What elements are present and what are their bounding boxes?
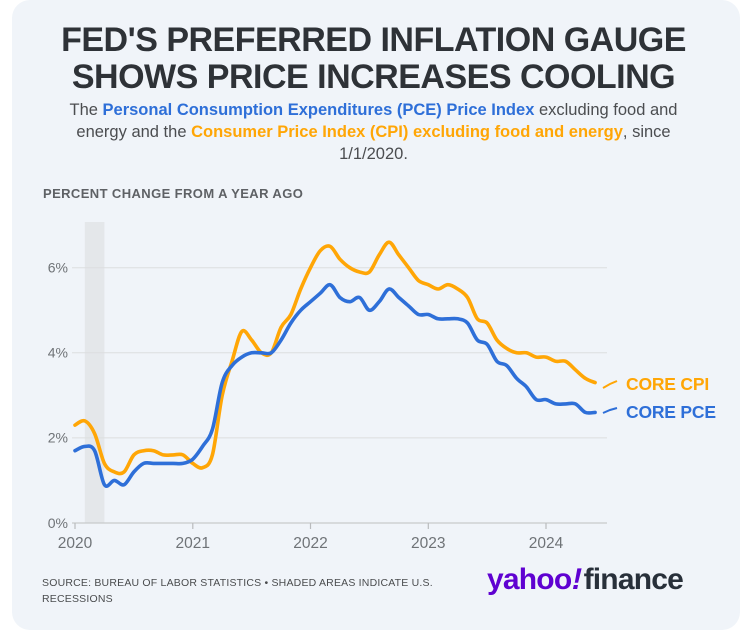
- subtitle-suffix: , since 1/1/2020.: [339, 123, 671, 163]
- x-tick-label-2022: 2022: [293, 535, 327, 552]
- source-note: SOURCE: BUREAU OF LABOR STATISTICS • SHA…: [42, 575, 487, 607]
- x-tick-label-2020: 2020: [58, 535, 93, 552]
- logo-finance-text: finance: [583, 563, 684, 596]
- subtitle-pce-highlight: Personal Consumption Expenditures (PCE) …: [102, 101, 535, 119]
- page-title: FED'S PREFERRED INFLATION GAUGE SHOWS PR…: [0, 22, 747, 96]
- subtitle: The Personal Consumption Expenditures (P…: [45, 99, 703, 165]
- source-line-2: RECESSIONS: [42, 593, 113, 605]
- logo-yahoo-text: yahoo: [487, 563, 572, 596]
- y-tick-label-0: 0%: [48, 515, 68, 531]
- core-cpi-label: CORE CPI: [626, 374, 709, 394]
- title-line-2: SHOWS PRICE INCREASES COOLING: [71, 58, 676, 96]
- title-line-1: FED'S PREFERRED INFLATION GAUGE: [61, 21, 686, 59]
- y-tick-label-4: 4%: [48, 345, 68, 361]
- core-pce-label: CORE PCE: [626, 402, 716, 422]
- x-tick-label-2024: 2024: [529, 535, 564, 552]
- source-line-1: SOURCE: BUREAU OF LABOR STATISTICS • SHA…: [42, 577, 433, 589]
- y-tick-label-6: 6%: [48, 260, 68, 276]
- core-cpi-line: [73, 240, 597, 476]
- x-tick-label-2023: 2023: [411, 535, 445, 552]
- card-background: [12, 0, 740, 630]
- x-tick-label-2021: 2021: [176, 535, 210, 552]
- yahoo-finance-logo: yahoo!finance: [487, 563, 684, 597]
- y-axis-title: PERCENT CHANGE FROM A YEAR AGO: [43, 186, 304, 201]
- y-tick-label-2: 2%: [48, 430, 68, 446]
- subtitle-middle: excluding food and energy and the: [76, 101, 678, 141]
- subtitle-cpi-highlight: Consumer Price Index (CPI) excluding foo…: [191, 123, 623, 141]
- core-pce-line: [73, 282, 597, 488]
- core-cpi-label-connector: [602, 380, 618, 389]
- core-pce-label-connector: [602, 407, 618, 414]
- subtitle-prefix: The: [69, 101, 103, 119]
